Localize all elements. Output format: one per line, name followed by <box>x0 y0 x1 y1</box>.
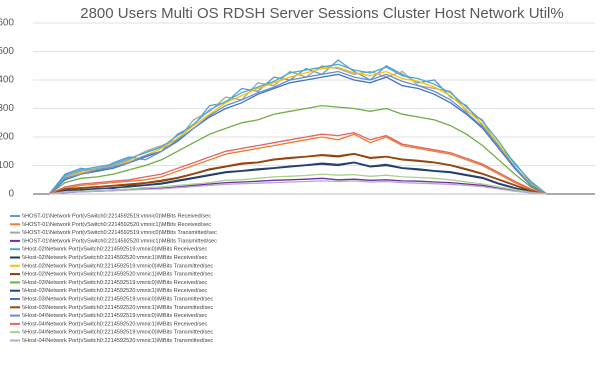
legend-label: \\HOST-01\Network Port(vSwitch0:22145925… <box>22 213 211 219</box>
series-line <box>33 180 595 195</box>
y-tick-label: 600 <box>0 18 14 29</box>
legend-label: \\Host-02\Network Port(vSwitch0:22145925… <box>22 247 207 253</box>
legend-label: \\Host-03\Network Port(vSwitch0:22145925… <box>22 296 213 302</box>
y-tick-label: 300 <box>0 103 14 114</box>
y-tick-label: 200 <box>0 132 14 143</box>
legend-label: \\HOST-01\Network Port(vSwitch0:22145925… <box>22 222 211 228</box>
series-line <box>33 66 595 195</box>
legend-label: \\Host-04\Network Port(vSwitch0:22145925… <box>22 313 207 319</box>
chart-title: 2800 Users Multi OS RDSH Server Sessions… <box>80 5 563 22</box>
series-line <box>33 132 595 195</box>
y-tick-label: 500 <box>0 46 14 57</box>
series-line <box>33 63 595 195</box>
series-line <box>33 173 595 195</box>
y-tick-label: 400 <box>0 75 14 86</box>
series-line <box>33 73 595 195</box>
series-line <box>33 70 595 195</box>
legend-label: \\HOST-01\Network Port(vSwitch0:22145925… <box>22 230 217 236</box>
y-tick-label: 100 <box>0 160 14 171</box>
legend-label: \\Host-02\Network Port(vSwitch0:22145925… <box>22 255 207 261</box>
legend-label: \\Host-02\Network Port(vSwitch0:22145925… <box>22 272 213 278</box>
legend-label: \\Host-03\Network Port(vSwitch0:22145925… <box>22 305 213 311</box>
y-tick-label: 0 <box>8 189 14 200</box>
legend-label: \\Host-03\Network Port(vSwitch0:22145925… <box>22 280 207 286</box>
legend-label: \\Host-04\Network Port(vSwitch0:22145925… <box>22 321 207 327</box>
series-line <box>33 152 595 195</box>
legend-label: \\Host-04\Network Port(vSwitch0:22145925… <box>22 330 213 336</box>
series-line <box>33 133 595 195</box>
series-line <box>33 104 595 195</box>
series-line <box>33 161 595 195</box>
legend-label: \\Host-03\Network Port(vSwitch0:22145925… <box>22 288 207 294</box>
legend-label: \\Host-04\Network Port(vSwitch0:22145925… <box>22 338 213 344</box>
legend-label: \\HOST-01\Network Port(vSwitch0:22145925… <box>22 238 217 244</box>
legend-label: \\Host-02\Network Port(vSwitch0:22145925… <box>22 263 213 269</box>
